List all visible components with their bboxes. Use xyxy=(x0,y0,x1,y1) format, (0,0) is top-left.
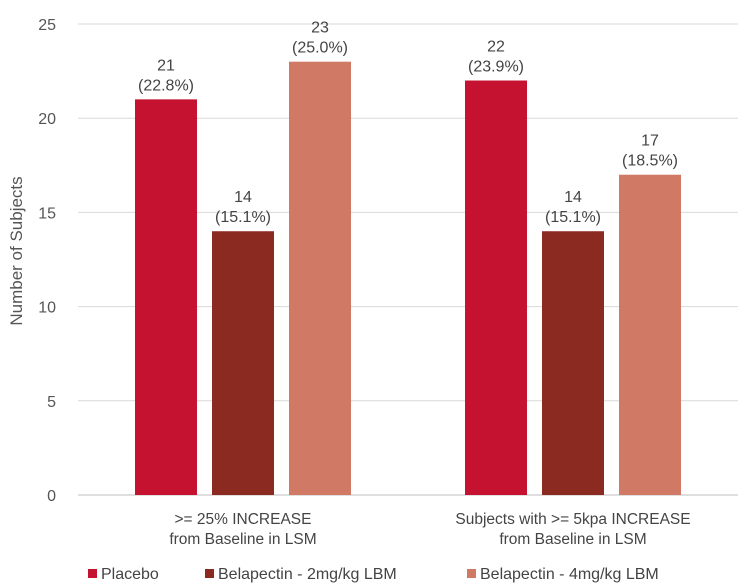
y-tick-label: 20 xyxy=(38,111,56,128)
data-label-percent: (15.1%) xyxy=(215,209,271,226)
data-label-percent: (25.0%) xyxy=(292,40,348,57)
category-label: Subjects with >= 5kpa INCREASE xyxy=(455,511,690,528)
legend-swatch xyxy=(88,569,97,578)
bar xyxy=(212,231,274,496)
y-axis-title: Number of Subjects xyxy=(7,176,26,325)
legend-label: Placebo xyxy=(101,566,159,583)
data-label-value: 21 xyxy=(157,57,175,74)
category-label: from Baseline in LSM xyxy=(499,531,646,548)
y-tick-label: 5 xyxy=(47,394,56,411)
data-label-value: 17 xyxy=(641,133,659,150)
y-tick-label: 25 xyxy=(38,17,56,34)
y-axis-ticks: 0 5 10 15 20 25 xyxy=(38,17,56,505)
data-label-value: 23 xyxy=(311,20,329,37)
data-label-value: 14 xyxy=(564,189,582,206)
data-label-percent: (18.5%) xyxy=(622,153,678,170)
y-tick-label: 15 xyxy=(38,205,56,222)
data-label-value: 14 xyxy=(234,189,252,206)
legend-swatch xyxy=(205,569,214,578)
data-label-value: 22 xyxy=(487,39,505,56)
category-label: >= 25% INCREASE xyxy=(175,511,312,528)
legend: Placebo Belapectin - 2mg/kg LBM Belapectin… xyxy=(88,566,659,583)
bar xyxy=(465,80,527,496)
data-label-percent: (22.8%) xyxy=(138,77,194,94)
y-tick-label: 10 xyxy=(38,300,56,317)
data-labels: 21 (22.8%) 14 (15.1%) 23 (25.0%) 22 (23.9%) 14 (1… xyxy=(138,20,678,227)
bar xyxy=(135,99,197,496)
bar xyxy=(619,174,681,495)
legend-label: Belapectin - 4mg/kg LBM xyxy=(480,566,659,583)
y-tick-label: 0 xyxy=(47,488,56,505)
bar xyxy=(542,231,604,496)
data-label-percent: (15.1%) xyxy=(545,209,601,226)
category-labels: >= 25% INCREASE from Baseline in LSM Subje… xyxy=(169,511,690,548)
bars xyxy=(135,61,681,496)
legend-swatch xyxy=(467,569,476,578)
category-label: from Baseline in LSM xyxy=(169,531,316,548)
legend-label: Belapectin - 2mg/kg LBM xyxy=(218,566,397,583)
bar xyxy=(289,61,351,496)
data-label-percent: (23.9%) xyxy=(468,59,524,76)
